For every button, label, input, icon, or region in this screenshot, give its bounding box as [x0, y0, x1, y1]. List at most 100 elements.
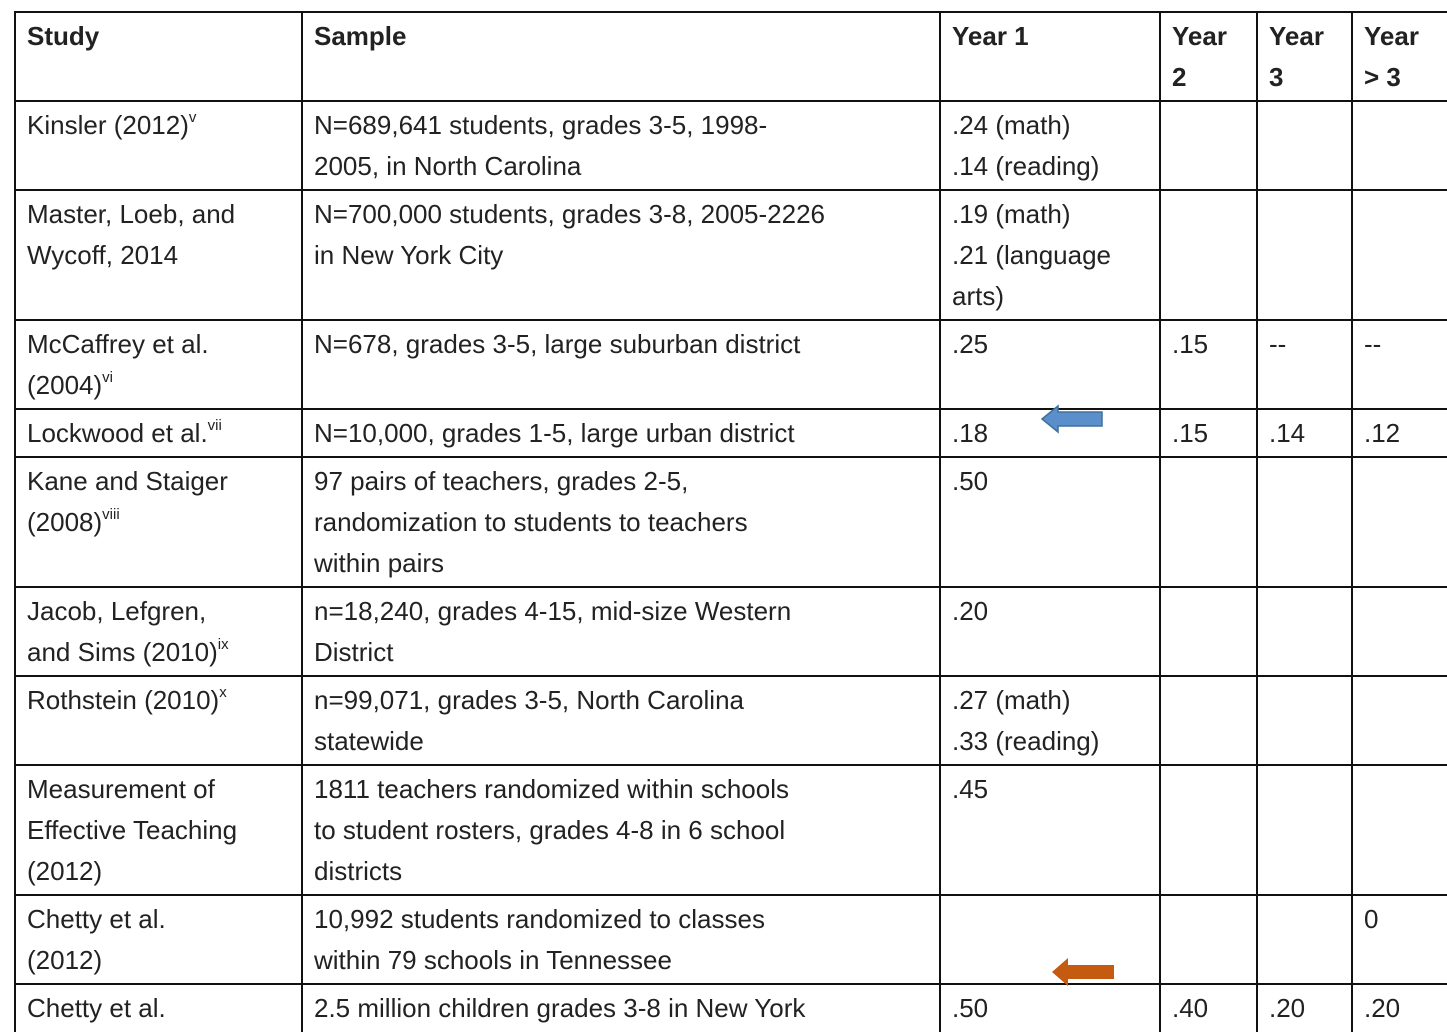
- table-row: Kane and Staiger (2008)viii 97 pairs of te…: [14, 456, 1447, 588]
- year4-cell: 0: [1351, 894, 1447, 985]
- cell-line: statewide: [314, 726, 424, 756]
- year4-cell: [1351, 189, 1447, 321]
- table-row: Kinsler (2012)v N=689,641 students, grade…: [14, 100, 1447, 191]
- cell-line: .24 (math): [952, 110, 1071, 140]
- cell-line: .21 (language: [952, 240, 1112, 270]
- year1-cell: .50: [939, 983, 1161, 1032]
- year2-cell: [1159, 675, 1258, 766]
- table-row: Chetty et al. (2012) 10,992 students rando…: [14, 894, 1447, 985]
- cell-line: 2005, in North Carolina: [314, 151, 582, 181]
- cell-line: Kane and Staiger: [27, 466, 228, 496]
- year4-cell: --: [1351, 319, 1447, 410]
- year3-cell: .20: [1256, 983, 1353, 1032]
- cell-line: (2012): [27, 945, 103, 975]
- cell-line: Chetty et al.: [27, 993, 166, 1023]
- study-cell: Chetty et al.(2013): [14, 983, 303, 1032]
- footnote-marker: vi: [102, 369, 113, 386]
- year1-cell: .20: [939, 586, 1161, 677]
- cell-line: 2: [1172, 62, 1187, 92]
- study-cell: Chetty et al. (2012): [14, 894, 303, 985]
- year2-cell: [1159, 100, 1258, 191]
- study-cell: Measurement of Effective Teaching (2012): [14, 764, 303, 896]
- study-cell: Jacob, Lefgren, and Sims (2010)ix: [14, 586, 303, 677]
- sample-cell: 10,992 students randomized to classes wit…: [301, 894, 941, 985]
- cell-line: .15: [1172, 418, 1209, 448]
- cell-line: Wycoff, 2014: [27, 240, 179, 270]
- cell-line: Chetty et al.: [27, 904, 166, 934]
- header-cell: Year > 3: [1351, 11, 1447, 102]
- cell-line: N=10,000, grades 1-5, large urban distri…: [314, 418, 795, 448]
- year1-cell: .25: [939, 319, 1161, 410]
- table-row: Rothstein (2010)x n=99,071, grades 3-5, N…: [14, 675, 1447, 766]
- cell-line: Year: [1172, 21, 1227, 51]
- sample-cell: n=99,071, grades 3-5, North Carolina stat…: [301, 675, 941, 766]
- cell-line: Kinsler (2012)v: [27, 109, 197, 140]
- header-row: Study Sample Year 1 Year 2 Year 3 Year > 3: [14, 11, 1447, 102]
- cell-line: in New York City: [314, 240, 504, 270]
- cell-line: > 3: [1364, 62, 1401, 92]
- sample-cell: n=18,240, grades 4-15, mid-size Western D…: [301, 586, 941, 677]
- table-row: Chetty et al.(2013) 2.5 million children …: [14, 983, 1447, 1032]
- header-cell: Year 1: [939, 11, 1161, 102]
- study-cell: Kane and Staiger (2008)viii: [14, 456, 303, 588]
- year4-cell: [1351, 100, 1447, 191]
- year3-cell: --: [1256, 319, 1353, 410]
- year3-cell: .14: [1256, 408, 1353, 458]
- year1-cell: [939, 894, 1161, 985]
- cell-line: Year: [1269, 21, 1324, 51]
- study-cell: Lockwood et al.vii: [14, 408, 303, 458]
- cell-line: .33 (reading): [952, 726, 1100, 756]
- cell-line: randomization to students to teachers: [314, 507, 748, 537]
- year2-cell: .15: [1159, 319, 1258, 410]
- year2-cell: [1159, 894, 1258, 985]
- header-cell: Sample: [301, 11, 941, 102]
- sample-cell: 97 pairs of teachers, grades 2-5, randomi…: [301, 456, 941, 588]
- cell-line: to student rosters, grades 4-8 in 6 scho…: [314, 815, 786, 845]
- table-row: Measurement of Effective Teaching (2012) 18…: [14, 764, 1447, 896]
- year3-cell: [1256, 189, 1353, 321]
- year3-cell: [1256, 894, 1353, 985]
- table-row: McCaffrey et al. (2004)vi N=678, grades 3-…: [14, 319, 1447, 410]
- cell-line: n=99,071, grades 3-5, North Carolina: [314, 685, 744, 715]
- cell-line: .45: [952, 774, 989, 804]
- year4-cell: [1351, 456, 1447, 588]
- table-row: Jacob, Lefgren, and Sims (2010)ix n=18,240…: [14, 586, 1447, 677]
- cell-line: 2.5 million children grades 3-8 in New Y…: [314, 993, 806, 1023]
- year2-cell: [1159, 456, 1258, 588]
- cell-line: 1811 teachers randomized within schools: [314, 774, 790, 804]
- cell-line: .50: [952, 993, 989, 1023]
- cell-line: --: [1364, 329, 1382, 359]
- header-cell: Year 3: [1256, 11, 1353, 102]
- cell-line: 97 pairs of teachers, grades 2-5,: [314, 466, 689, 496]
- cell-line: and Sims (2010)ix: [27, 636, 229, 667]
- sample-cell: N=700,000 students, grades 3-8, 2005-222…: [301, 189, 941, 321]
- study-cell: Master, Loeb, and Wycoff, 2014: [14, 189, 303, 321]
- cell-line: .27 (math): [952, 685, 1071, 715]
- cell-line: .15: [1172, 329, 1209, 359]
- cell-line: districts: [314, 856, 403, 886]
- year3-cell: [1256, 456, 1353, 588]
- study-cell: Rothstein (2010)x: [14, 675, 303, 766]
- cell-line: Lockwood et al.vii: [27, 417, 222, 448]
- table: Study Sample Year 1 Year 2 Year 3 Year > 3 Kinsl…: [14, 11, 1447, 1032]
- cell-line: N=689,641 students, grades 3-5, 1998-: [314, 110, 768, 140]
- cell-line: 10,992 students randomized to classes: [314, 904, 765, 934]
- footnote-marker: ix: [217, 636, 229, 653]
- cell-line: within 79 schools in Tennessee: [314, 945, 672, 975]
- year1-cell: .19 (math) .21 (language arts): [939, 189, 1161, 321]
- blue-arrow: [1040, 404, 1103, 434]
- cell-line: .12: [1364, 418, 1401, 448]
- cell-line: District: [314, 637, 394, 667]
- cell-line: Year 1: [952, 21, 1029, 51]
- table-body: Kinsler (2012)v N=689,641 students, grade…: [14, 100, 1447, 1032]
- year4-cell: .12: [1351, 408, 1447, 458]
- cell-line: Rothstein (2010)x: [27, 684, 227, 715]
- cell-line: .18: [952, 418, 989, 448]
- cell-line: .20: [1364, 993, 1401, 1023]
- header-cell: Year 2: [1159, 11, 1258, 102]
- year2-cell: .15: [1159, 408, 1258, 458]
- footnote-marker: viii: [102, 506, 120, 523]
- sample-cell: N=678, grades 3-5, large suburban distri…: [301, 319, 941, 410]
- year1-cell: .27 (math) .33 (reading): [939, 675, 1161, 766]
